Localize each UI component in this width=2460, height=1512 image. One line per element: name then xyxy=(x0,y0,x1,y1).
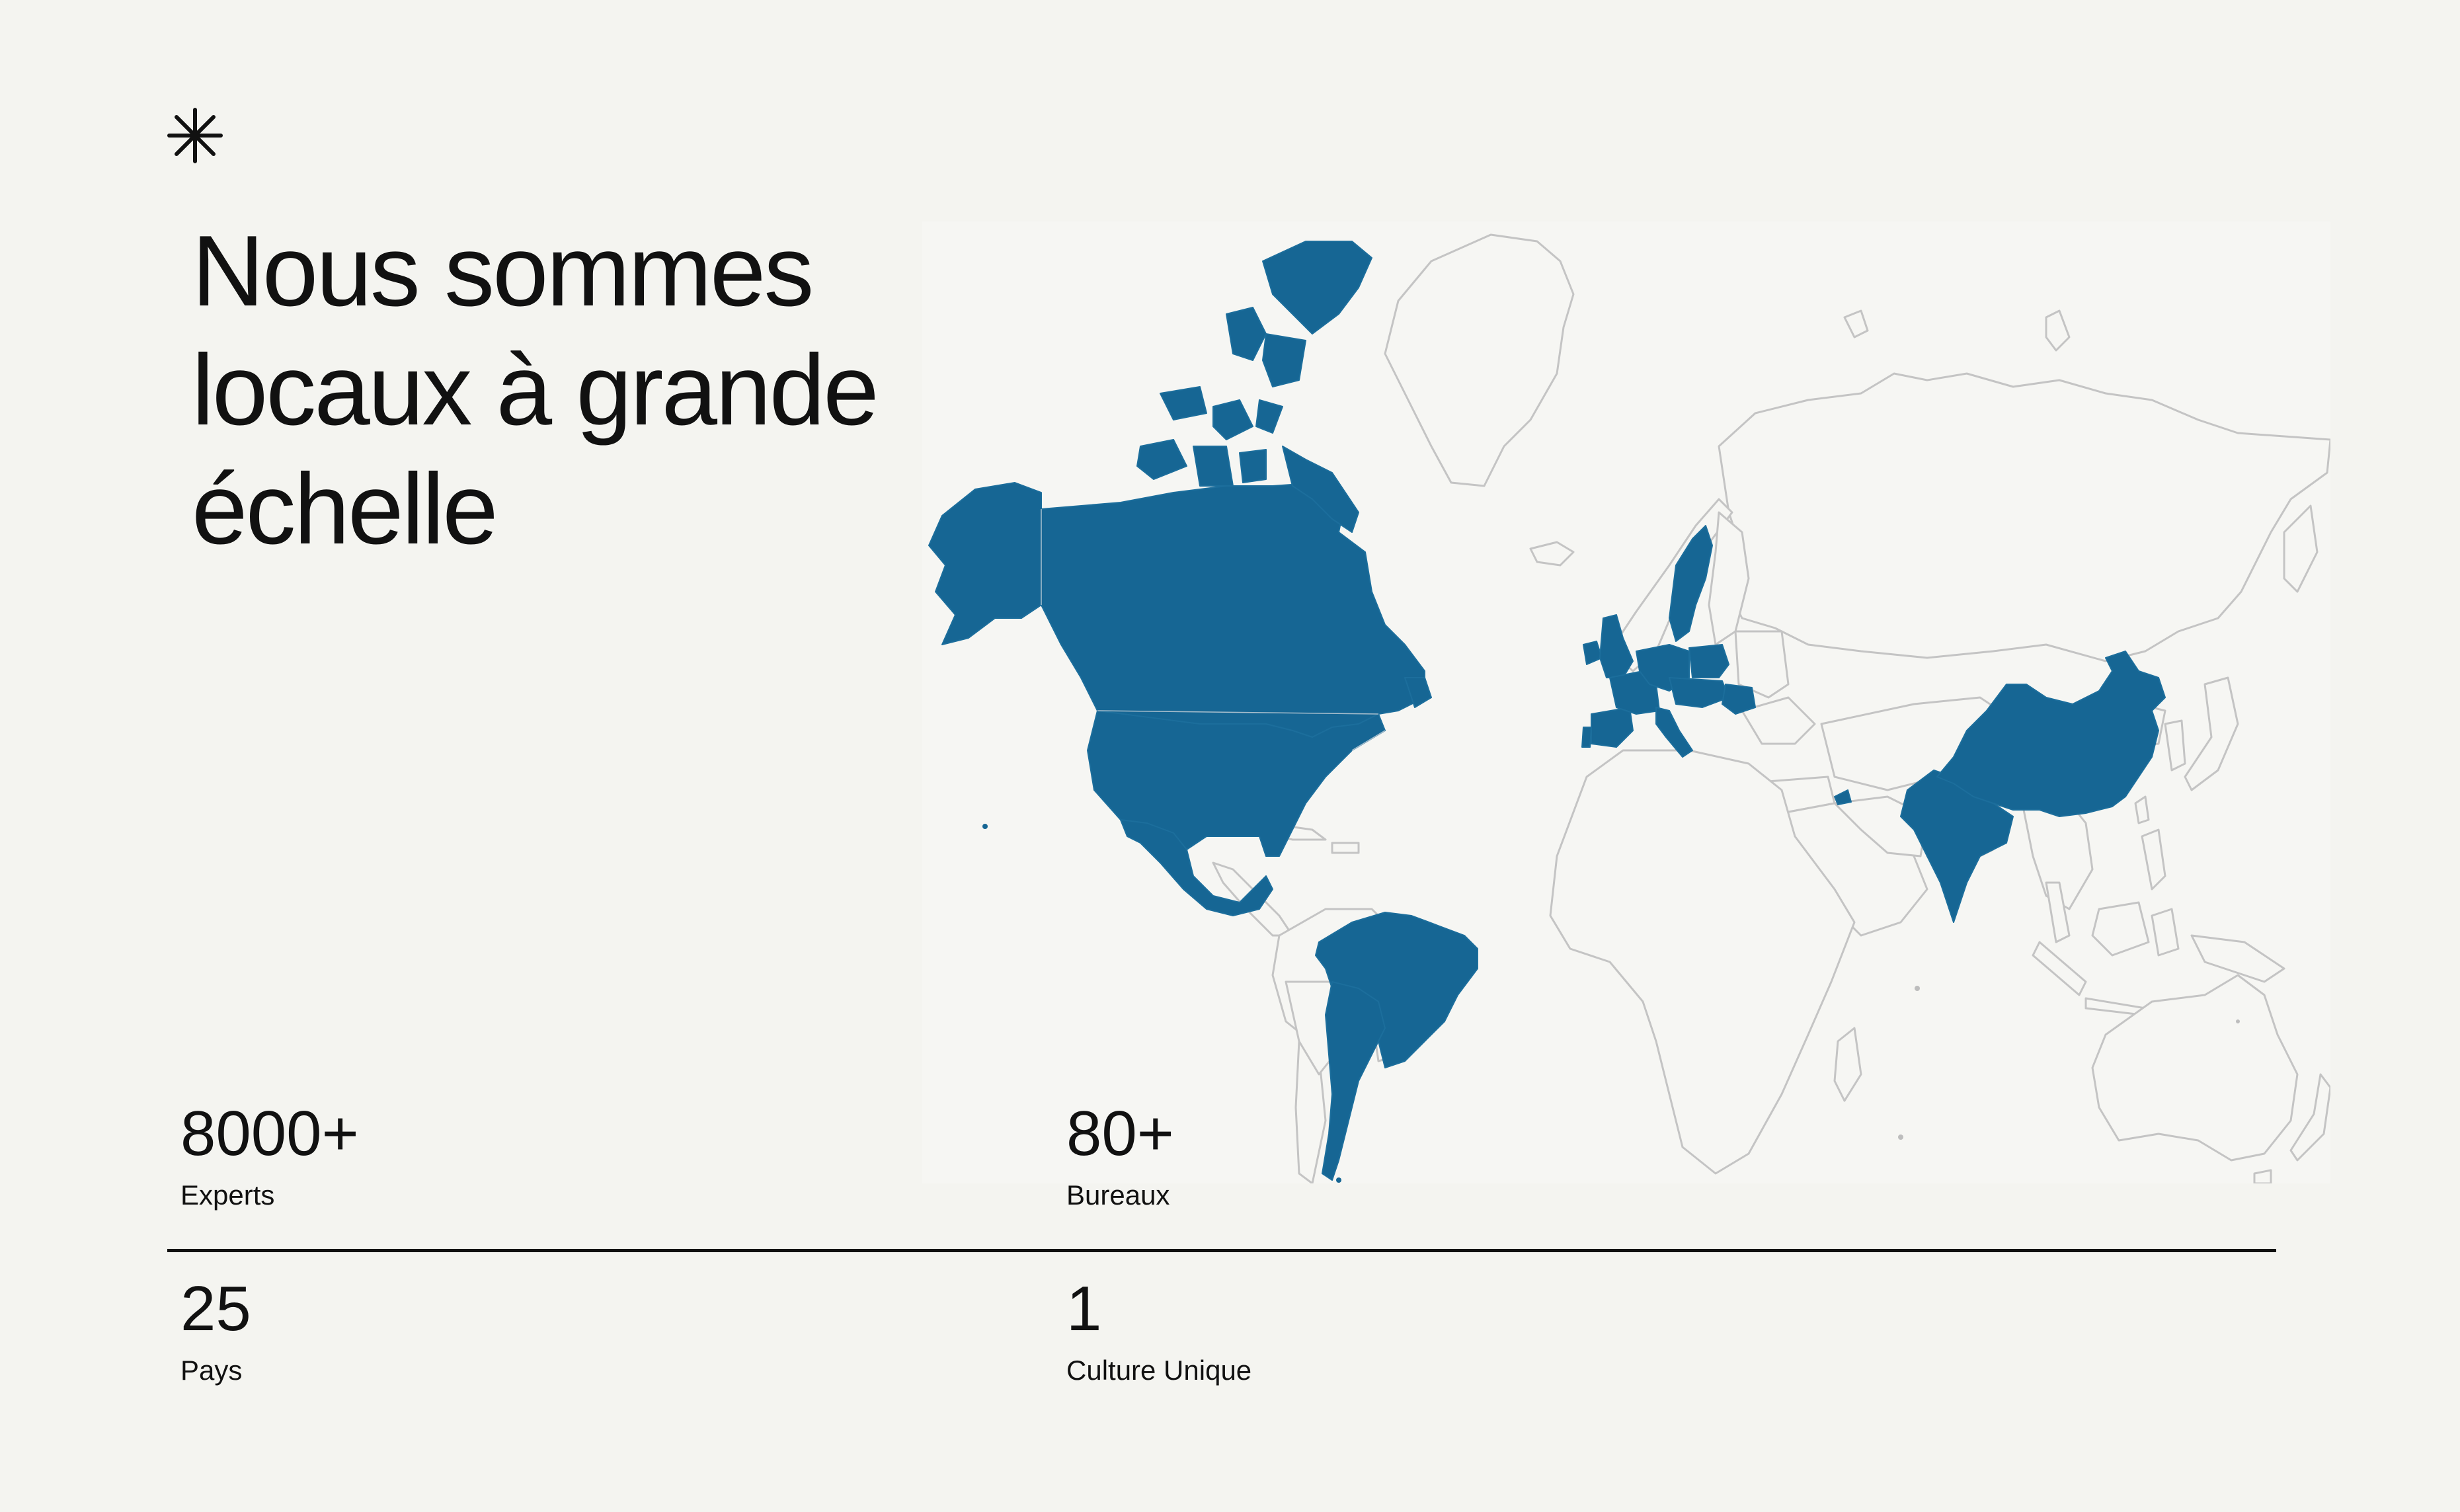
map-region-hispaniola xyxy=(1331,842,1360,854)
map-region-sumatra xyxy=(2032,941,2087,996)
map-region-finland xyxy=(1708,511,1750,646)
title-line-3: échelle xyxy=(192,453,498,565)
stat-countries: 25 Pays xyxy=(180,1276,251,1387)
map-region-japan xyxy=(2184,676,2239,791)
map-region-poland xyxy=(1688,644,1729,678)
map-highlighted-countries xyxy=(928,241,2166,1181)
map-region-new-guinea xyxy=(2190,934,2285,983)
map-region-canada-arctic-island-7 xyxy=(1136,439,1187,480)
map-region-canada-arctic-island-8 xyxy=(1193,446,1234,487)
map-region-russia xyxy=(1718,372,2330,662)
map-region-alaska xyxy=(928,482,1042,645)
map-region-new-zealand xyxy=(2289,1073,2330,1162)
asterisk-icon xyxy=(167,108,223,163)
map-region-madagascar xyxy=(1833,1027,1862,1102)
stat-offices-label: Bureaux xyxy=(1066,1179,1170,1211)
map-internal-borders xyxy=(1041,509,1386,751)
map-region-canada-arctic-island-9 xyxy=(1239,449,1267,483)
map-region-korea xyxy=(2164,719,2186,772)
stats-divider xyxy=(167,1249,2276,1252)
map-region-sulawesi xyxy=(2151,908,2180,957)
map-region-taiwan xyxy=(2134,795,2150,824)
map-region-philippines xyxy=(2141,828,2166,891)
map-region-australia xyxy=(2091,974,2299,1162)
map-region-ireland xyxy=(1583,641,1603,665)
map-region-baffin-island xyxy=(1282,446,1359,533)
stat-culture-label: Culture Unique xyxy=(1066,1355,1252,1386)
map-region-newfoundland xyxy=(1404,677,1432,708)
map-region-borneo xyxy=(2091,901,2150,957)
map-small-island-marks xyxy=(1898,986,2240,1140)
map-region-malay-peninsula xyxy=(2045,881,2071,943)
stat-offices: 80+ Bureaux xyxy=(1066,1101,1174,1212)
map-region-romania xyxy=(1722,684,1756,715)
map-region-canada-arctic-island-3 xyxy=(1262,333,1306,387)
map-region-canada-arctic-island-2 xyxy=(1226,307,1267,361)
map-region-united-kingdom xyxy=(1599,614,1634,678)
map-region-iceland xyxy=(1529,541,1575,567)
map-region-china xyxy=(1936,651,2166,817)
map-region-mexico xyxy=(1120,819,1273,916)
map-region-ukraine xyxy=(1741,696,1816,745)
page-title: Nous sommes locaux à grande échelle xyxy=(192,212,972,569)
stat-countries-label: Pays xyxy=(180,1355,243,1386)
map-region-uae xyxy=(1834,789,1852,805)
stat-experts-value: 8000+ xyxy=(180,1098,359,1169)
title-line-2: locaux à grande xyxy=(192,334,879,446)
map-region-greenland xyxy=(1384,233,1575,487)
map-region-canada-arctic-island-6 xyxy=(1255,399,1283,434)
map-region-canada xyxy=(1041,482,1425,738)
map-region-italy xyxy=(1655,707,1693,758)
map-region-eastern-europe xyxy=(1734,630,1790,699)
title-line-1: Nous sommes xyxy=(192,215,814,327)
map-region-canada-arctic-island-4 xyxy=(1160,386,1207,420)
stat-culture-value: 1 xyxy=(1066,1273,1102,1344)
map-region-central-europe xyxy=(1669,677,1729,708)
world-map-svg xyxy=(928,233,2330,1183)
map-region-arctic-isle xyxy=(2045,309,2071,352)
map-region-canada-arctic-island-1 xyxy=(1262,241,1372,335)
map-region-kamchatka xyxy=(2283,504,2319,593)
map-region-sweden xyxy=(1669,525,1713,642)
stat-experts-label: Experts xyxy=(180,1179,275,1211)
map-region-svalbard xyxy=(1843,309,1869,338)
map-region-spain xyxy=(1591,707,1634,748)
stat-countries-value: 25 xyxy=(180,1273,251,1344)
map-region-tasmania xyxy=(2253,1169,2272,1183)
stat-experts: 8000+ Experts xyxy=(180,1101,359,1212)
map-region-canada-arctic-island-5 xyxy=(1212,399,1253,440)
map-island-marks xyxy=(982,824,1341,1183)
stat-offices-value: 80+ xyxy=(1066,1098,1174,1169)
stat-culture: 1 Culture Unique xyxy=(1066,1276,1251,1387)
world-map xyxy=(922,221,2330,1183)
map-region-argentina xyxy=(1322,981,1386,1181)
map-region-portugal xyxy=(1581,727,1592,748)
map-region-africa xyxy=(1549,749,1856,1175)
